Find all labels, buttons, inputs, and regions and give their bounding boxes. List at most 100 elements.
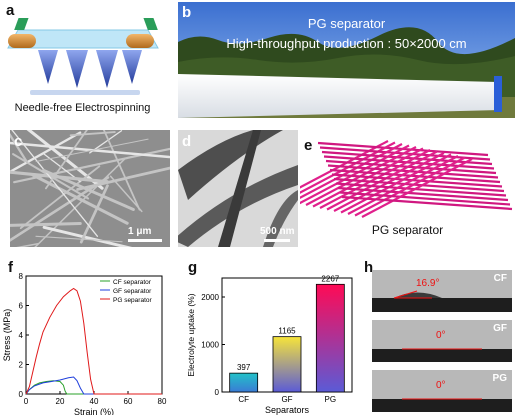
panel-g: g 0 1000 2000 397 CF 1165 GF 2267 PG Separators El… <box>180 256 360 415</box>
panel-a-caption: Needle-free Electrospinning <box>14 102 151 114</box>
separator-sheet <box>178 74 500 118</box>
panel-b-label: b <box>182 4 192 21</box>
mesh-fiber <box>354 156 466 217</box>
sem-fiber <box>10 131 82 174</box>
contact-angle-cf: 16.9° <box>416 278 440 289</box>
x-axis-label: Separators <box>265 405 310 415</box>
mesh-fiber <box>300 144 410 205</box>
legend-label-0: CF separator <box>113 279 152 286</box>
contact-angle-pg: 0° <box>436 380 446 391</box>
panel-h-label: h <box>364 259 374 276</box>
panel-d-scale-label: 500 nm <box>260 226 295 237</box>
mesh-fiber <box>339 191 511 206</box>
panel-b-title: PG separator <box>307 16 386 31</box>
sem-fiber <box>102 130 141 211</box>
fiber-network-illustration <box>300 140 513 218</box>
x-tick-label: 0 <box>24 397 29 406</box>
sem-fiber <box>45 130 88 190</box>
x-tick-label: 40 <box>90 397 99 406</box>
panel-g-label: g <box>188 259 198 276</box>
sem-fiber <box>109 175 143 213</box>
x-tick-label: GF <box>281 395 292 404</box>
sem-fiber <box>10 221 82 227</box>
bar-GF <box>272 336 302 393</box>
mesh-fiber <box>325 159 497 175</box>
panel-a: a Needle-free Electrospinning <box>0 0 165 120</box>
x-tick-label: PG <box>325 395 337 404</box>
left-roller <box>8 34 36 48</box>
mesh-fiber <box>327 164 499 179</box>
right-roller <box>126 34 154 48</box>
panel-a-label: a <box>6 2 15 19</box>
sem-fiber <box>42 225 133 247</box>
panel-e-caption: PG separator <box>371 223 444 237</box>
stress-strain-chart: 0 20 40 60 80 0 2 4 6 8 Strain (%) Stress (MPa) CF s… <box>2 272 167 415</box>
contact-angle-gf: 0° <box>436 330 446 341</box>
panel-c-scale-label: 1 μm <box>128 226 152 237</box>
legend-label-2: PG separator <box>113 297 152 304</box>
bar-PG <box>315 283 345 393</box>
series-line-2 <box>25 287 162 395</box>
y-tick-label: 2000 <box>201 293 219 302</box>
mesh-fiber <box>323 155 495 170</box>
sem-fiber <box>34 158 126 247</box>
y-tick-label: 2 <box>19 361 24 370</box>
panel-h: h CF 16.9° GF 0° PG 0° <box>360 256 515 415</box>
sem-fiber <box>19 165 101 230</box>
x-tick-label: CF <box>238 395 249 404</box>
panel-c-sem-image: c 1 μm <box>10 130 170 247</box>
mesh-fiber <box>340 153 452 214</box>
sem-fiber <box>10 141 170 159</box>
wetting-tag-pg: PG <box>492 373 507 384</box>
panel-d-label: d <box>182 133 192 150</box>
panel-b-photo: b PG separator High-throughput productio… <box>178 2 515 118</box>
y-tick-label: 0 <box>215 388 220 397</box>
x-tick-label: 60 <box>124 397 133 406</box>
panel-c-scale-bar <box>128 239 162 242</box>
mesh-fiber <box>347 155 459 215</box>
panel-c-label: c <box>14 133 23 150</box>
sem-fiber <box>79 184 109 244</box>
mesh-fiber <box>337 186 509 202</box>
mesh-fiber <box>326 150 438 211</box>
y-axis-label: Stress (MPa) <box>2 309 12 362</box>
x-tick-label: 80 <box>158 397 167 406</box>
panel-d-scale-bar <box>264 239 290 242</box>
panel-f-label: f <box>8 259 13 276</box>
bar-CF <box>229 372 259 393</box>
fiber-jets <box>38 50 142 88</box>
wetting-image-cf: CF 16.9° <box>372 270 512 312</box>
sem-fiber <box>10 176 110 242</box>
y-tick-label: 4 <box>19 331 24 340</box>
y-tick-label: 1000 <box>201 341 219 350</box>
sem-fiber <box>26 130 104 190</box>
y-axis-label: Electrolyte uptake (%) <box>186 293 196 376</box>
sem-fiber <box>16 243 39 247</box>
y-tick-label: 8 <box>19 272 24 281</box>
wetting-tag-cf: CF <box>493 273 507 284</box>
panel-e: e PG separator <box>300 130 515 250</box>
wetting-image-gf: GF 0° <box>372 320 512 362</box>
sem-fiber <box>69 131 116 137</box>
electrospinning-illustration <box>7 18 159 95</box>
mesh-fiber <box>335 182 507 197</box>
electrolyte-uptake-chart: 0 1000 2000 397 CF 1165 GF 2267 PG Separators Elec… <box>186 274 353 415</box>
mesh-fiber <box>319 149 431 209</box>
mesh-fiber <box>333 177 505 193</box>
panel-d-tem-image: d 500 nm <box>178 130 298 247</box>
wetting-image-pg: PG 0° <box>372 370 512 412</box>
sem-fiber <box>42 168 135 211</box>
sem-fiber <box>76 166 170 191</box>
bar-value-label-GF: 1165 <box>278 327 296 336</box>
panel-b-subtitle: High-throughput production : 50×2000 cm <box>226 36 467 51</box>
wetting-tag-gf: GF <box>493 323 507 334</box>
bar-value-label-PG: 2267 <box>321 274 339 283</box>
legend-label-1: GF separator <box>113 288 152 295</box>
y-tick-label: 0 <box>19 390 24 399</box>
sem-fiber <box>10 132 29 164</box>
panel-e-label: e <box>304 137 313 154</box>
sem-fiber <box>35 138 149 162</box>
x-axis-label: Strain (%) <box>74 407 114 415</box>
sem-fiber <box>35 235 123 243</box>
mesh-fiber <box>300 143 403 200</box>
